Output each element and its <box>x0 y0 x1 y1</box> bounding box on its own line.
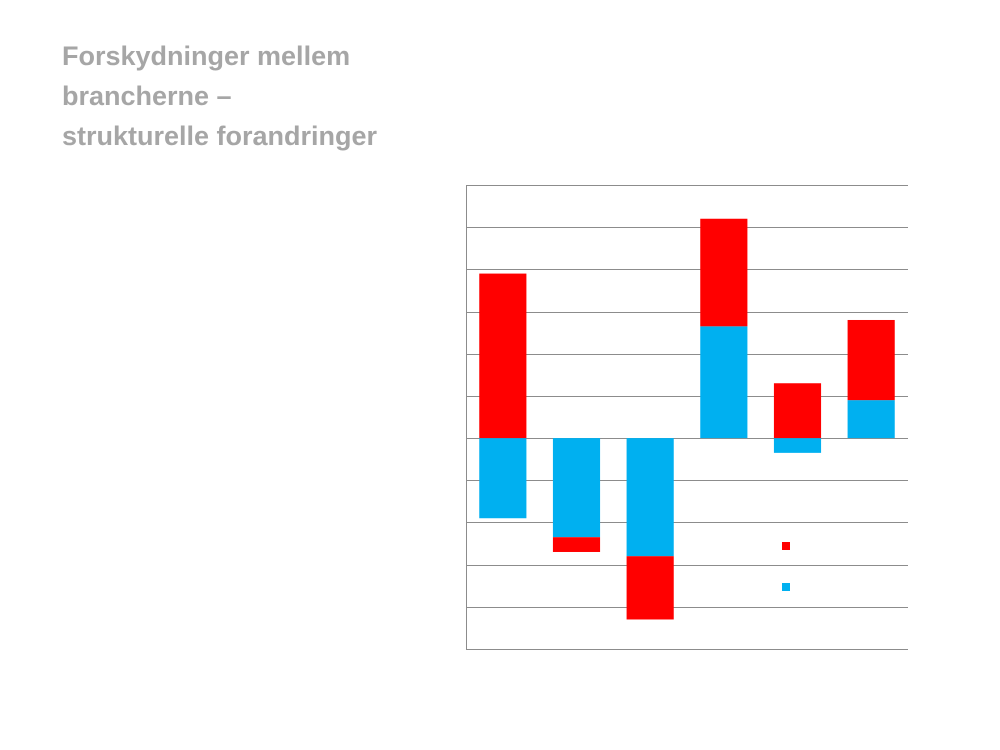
bar-segment-s0-c2 <box>626 438 674 557</box>
legend-marker-s1 <box>782 542 790 550</box>
bar-segment-s0-c5 <box>847 400 895 439</box>
bars <box>479 218 895 620</box>
bar-segment-s0-c0 <box>479 438 527 519</box>
legend <box>782 542 790 591</box>
slide-title-line-1: Forskydninger mellem <box>62 41 351 71</box>
bar-segment-s1-c1 <box>552 537 601 552</box>
slide-title-line-2: brancherne – <box>62 81 232 111</box>
bar-segment-s0-c3 <box>700 326 748 439</box>
slide-title: Forskydninger mellem brancherne – strukt… <box>62 36 482 156</box>
bar-segment-s1-c0 <box>479 273 527 439</box>
bar-segment-s1-c3 <box>700 218 748 327</box>
bar-segment-s0-c4 <box>773 438 822 453</box>
bar-segment-s1-c2 <box>626 556 674 620</box>
bar-segment-s1-c4 <box>773 383 822 439</box>
bar-segment-s0-c1 <box>552 438 601 538</box>
gridlines <box>466 185 908 650</box>
bar-segment-s1-c5 <box>847 319 895 401</box>
slide-title-line-3: strukturelle forandringer <box>62 121 378 151</box>
legend-marker-s0 <box>782 583 790 591</box>
